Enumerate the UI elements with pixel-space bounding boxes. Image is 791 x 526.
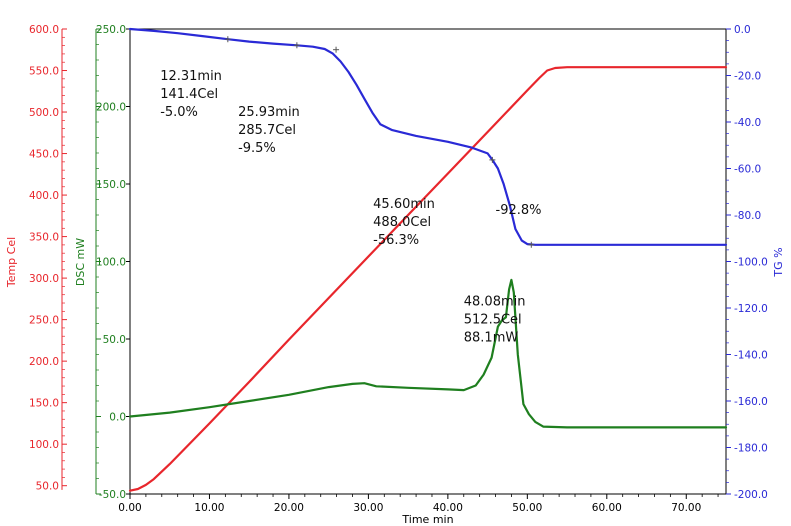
x-tick-label: 40.00 <box>433 502 463 514</box>
dsc-tick-label: 100.0 <box>96 257 126 269</box>
annotation-layer: 12.31min 141.4Cel -5.0% 25.93min 285.7Cel -9.… <box>160 69 541 346</box>
temp-tick-label: 100.0 <box>29 439 59 451</box>
marker-layer <box>224 36 535 248</box>
temp-tick-label: 300.0 <box>29 273 59 285</box>
x-tick-label: 60.00 <box>592 502 622 514</box>
annotation-line: 512.5Cel <box>464 313 522 328</box>
temp-tick-label: 250.0 <box>29 315 59 327</box>
dsc-tick-label: 150.0 <box>96 179 126 191</box>
tg-tick-label: -140.0 <box>734 350 768 362</box>
annotation: 12.31min 141.4Cel -5.0% <box>160 69 222 120</box>
tg-tick-label: 0.0 <box>734 24 751 36</box>
dsc-series-line <box>128 278 728 429</box>
annotation-line: -56.3% <box>373 233 419 248</box>
tg-tick-label: -40.0 <box>734 117 761 129</box>
temp-tick-label: 550.0 <box>29 66 59 78</box>
annotation-line: 285.7Cel <box>238 123 296 138</box>
tg-marker <box>224 36 231 43</box>
temp-tick-label: 450.0 <box>29 149 59 161</box>
tg-marker <box>528 241 535 248</box>
temp-tick-label: 50.0 <box>36 481 59 493</box>
annotation-line: -9.5% <box>238 141 276 156</box>
x-tick-label: 30.00 <box>353 502 383 514</box>
tg-marker <box>333 46 340 53</box>
temp-tick-label: 400.0 <box>29 190 59 202</box>
temp-tick-label: 200.0 <box>29 356 59 368</box>
annotation-line: -92.8% <box>496 203 542 218</box>
tg-tick-label: -180.0 <box>734 443 768 455</box>
annotation: -92.8% <box>496 203 542 218</box>
tg-tick-label: -20.0 <box>734 71 761 83</box>
temp-tick-label: 150.0 <box>29 398 59 410</box>
tg-tick-label: -80.0 <box>734 210 761 222</box>
temp-tick-label: 350.0 <box>29 232 59 244</box>
tg-tick-label: -60.0 <box>734 164 761 176</box>
temp-tick-label: 600.0 <box>29 24 59 36</box>
annotation-line: -5.0% <box>160 105 198 120</box>
annotation-line: 25.93min <box>238 105 300 120</box>
tg-tick-label: -100.0 <box>734 257 768 269</box>
dsc-axis-label: DSC mW <box>74 238 87 286</box>
temp-tick-label: 500.0 <box>29 107 59 119</box>
x-tick-label: 0.00 <box>118 502 141 514</box>
axes-layer: 0.00 10.00 20.00 30.00 40.00 50.00 60.00 70.00 T… <box>5 24 785 526</box>
tg-marker <box>293 42 300 49</box>
annotation: 45.60min 488.0Cel -56.3% <box>373 197 435 248</box>
annotation-line: 12.31min <box>160 69 222 84</box>
annotation: 25.93min 285.7Cel -9.5% <box>238 105 300 156</box>
x-tick-label: 10.00 <box>194 502 224 514</box>
annotation-line: 488.0Cel <box>373 215 431 230</box>
tg-series-line <box>128 27 728 246</box>
x-tick-label: 20.00 <box>274 502 304 514</box>
dsc-tick-label: -50.0 <box>99 489 126 501</box>
tg-marker <box>489 156 496 163</box>
dsc-tick-label: 200.0 <box>96 102 126 114</box>
tg-tick-label: -120.0 <box>734 303 768 315</box>
annotation: 48.08min 512.5Cel 88.1mW <box>464 295 526 346</box>
plot-frame <box>129 28 727 495</box>
temp-axis-label: Temp Cel <box>5 237 18 288</box>
annotation-line: 45.60min <box>373 197 435 212</box>
x-tick-label: 50.00 <box>512 502 542 514</box>
tg-axis-label: TG % <box>772 247 785 277</box>
dsc-tick-label: 0.0 <box>109 412 126 424</box>
x-axis-label: Time min <box>401 513 453 526</box>
temp-series-line <box>128 66 728 492</box>
annotation-line: 48.08min <box>464 295 526 310</box>
annotation-line: 141.4Cel <box>160 87 218 102</box>
tg-tick-label: -160.0 <box>734 396 768 408</box>
x-tick-label: 70.00 <box>671 502 701 514</box>
series-layer <box>128 27 728 492</box>
annotation-line: 88.1mW <box>464 331 519 346</box>
dsc-tick-label: 250.0 <box>96 24 126 36</box>
dsc-tick-label: 50.0 <box>103 334 126 346</box>
tg-tick-label: -200.0 <box>734 489 768 501</box>
